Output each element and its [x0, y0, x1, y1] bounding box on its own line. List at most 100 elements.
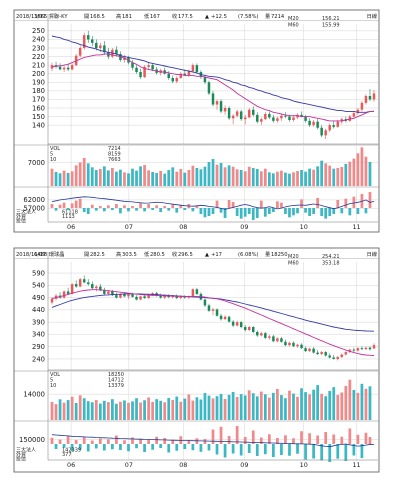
institutional-panel: 150000 三大法人 142339 外資 377 投信 — [14, 420, 379, 463]
volume-bar — [320, 160, 324, 186]
inst-bar — [111, 444, 114, 450]
inst-bar — [280, 202, 283, 208]
header-open-label: 開 — [84, 251, 89, 258]
inst-bar — [352, 196, 356, 208]
inst-bar — [66, 436, 70, 444]
inst-bar — [247, 444, 251, 453]
inst-bar — [127, 444, 130, 452]
inst-bar — [320, 444, 324, 461]
inst-bar — [159, 444, 163, 448]
inst-bar — [98, 438, 102, 444]
header-date: 2018/11/07 — [16, 14, 46, 20]
x-tick-label: 11 — [352, 461, 360, 469]
candle-body — [123, 294, 126, 297]
inst-tick-label: 57000 — [23, 205, 45, 213]
volume-bar — [312, 389, 315, 420]
inst-bar — [336, 444, 340, 459]
inst-bar — [159, 208, 163, 212]
inst-bar — [199, 444, 203, 452]
inst-bar — [143, 444, 146, 452]
volume-panel: 7000 VOL 7214 5 8159 10 7663 — [14, 144, 379, 186]
volume-bar — [304, 171, 307, 186]
price-tick-label: 340 — [32, 331, 45, 339]
inst-bar — [82, 208, 86, 212]
volume-bar — [82, 158, 86, 186]
volume-bar — [215, 164, 219, 186]
inst-bar — [58, 439, 62, 444]
inst-legend-value: 61118 — [62, 210, 78, 216]
candle-body — [372, 93, 376, 100]
volume-bar — [211, 398, 215, 420]
candle-body — [340, 119, 344, 122]
inst-bar — [348, 208, 352, 216]
inst-bar — [139, 203, 142, 208]
header-low-label: 低 — [144, 250, 150, 258]
inst-bar — [239, 444, 243, 456]
candle-body — [167, 73, 170, 78]
candle-body — [247, 109, 251, 118]
inst-bar — [288, 444, 291, 456]
header-date: 2018/11/07 — [16, 252, 46, 258]
candle-body — [340, 354, 344, 357]
inst-bar — [50, 204, 54, 208]
candle-body — [147, 65, 150, 67]
volume-bar — [62, 402, 66, 420]
volume-bar — [147, 170, 150, 186]
volume-bar — [119, 169, 122, 186]
candle-body — [191, 65, 195, 72]
volume-bar — [227, 394, 231, 420]
inst-bar — [62, 444, 66, 448]
volume-bar — [191, 400, 195, 420]
inst-bar — [259, 200, 263, 208]
candle-body — [143, 66, 146, 78]
candle-body — [235, 111, 239, 116]
candle-body — [360, 348, 364, 350]
candle-body — [203, 299, 207, 306]
volume-bar — [332, 387, 336, 420]
volume-bar — [292, 172, 295, 186]
ma-legend-value: 155.99 — [322, 23, 340, 29]
candle-body — [111, 291, 114, 296]
inst-bar — [308, 208, 311, 216]
candle-body — [227, 316, 231, 322]
inst-bar — [111, 208, 114, 210]
vol-legend-name: VOL — [50, 372, 60, 378]
volume-bar — [175, 171, 179, 186]
volume-bar — [127, 402, 130, 420]
header-volume-value: 7214 — [271, 14, 285, 20]
inst-bar — [296, 208, 299, 214]
inst-bar — [280, 444, 283, 455]
candle-body — [296, 344, 299, 347]
inst-bar — [251, 208, 255, 220]
volume-bar — [159, 400, 163, 420]
inst-bar — [356, 208, 360, 214]
inst-bar — [175, 208, 179, 213]
candle-body — [304, 348, 307, 352]
candle-body — [312, 348, 315, 353]
inst-legend-name: 三大法人 — [16, 447, 36, 454]
candle-body — [147, 295, 150, 299]
vol-legend-value: 8159 — [108, 152, 121, 158]
inst-bar — [207, 208, 211, 216]
volume-bar — [332, 168, 336, 186]
chart-frame — [13, 9, 380, 233]
candle-body — [159, 295, 162, 298]
inst-bar — [344, 444, 348, 461]
volume-bar — [368, 161, 372, 186]
inst-bar — [123, 440, 126, 444]
volume-bar — [300, 170, 303, 186]
header-stock: 6488 環球晶 — [34, 250, 64, 258]
candle-body — [91, 39, 94, 43]
volume-bar — [356, 153, 360, 186]
volume-bar — [340, 392, 344, 420]
candle-body — [264, 114, 267, 120]
price-tick-label: 150 — [32, 113, 45, 121]
inst-bar — [332, 434, 336, 444]
candle-body — [99, 286, 102, 291]
vol-legend-name: 5 — [50, 378, 53, 384]
volume-bar — [272, 392, 275, 420]
header-close-label: 收 — [172, 12, 177, 20]
inst-bar — [183, 444, 187, 449]
inst-bar — [223, 444, 227, 458]
